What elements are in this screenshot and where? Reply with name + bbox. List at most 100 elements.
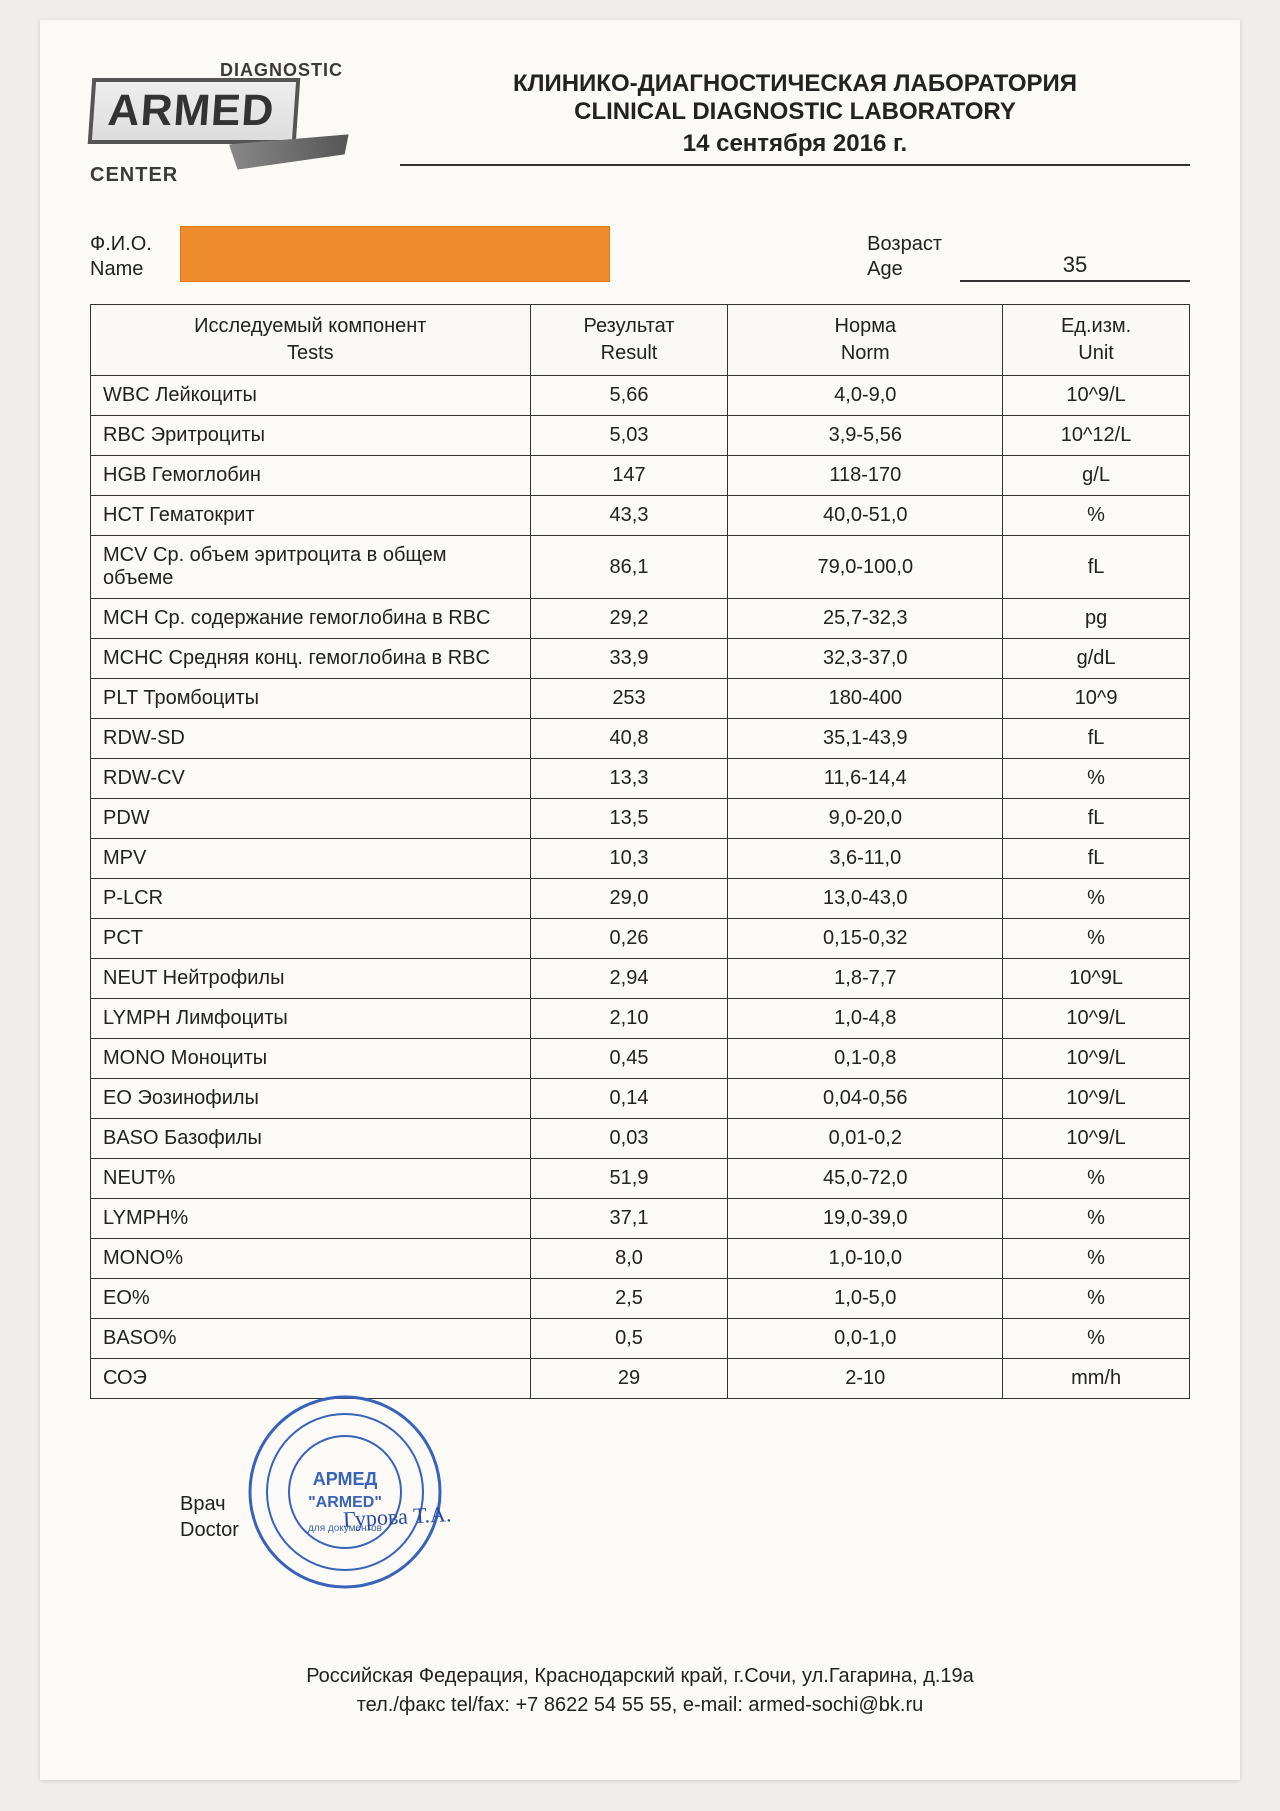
cell-result: 0,14 [530,1079,728,1119]
title-line-en: CLINICAL DIAGNOSTIC LABORATORY [400,98,1190,126]
cell-norm: 32,3-37,0 [728,639,1003,679]
cell-test: EO% [91,1279,531,1319]
cell-test: PCT [91,919,531,959]
cell-result: 10,3 [530,839,728,879]
footer: Российская Федерация, Краснодарский край… [40,1662,1240,1720]
cell-result: 0,26 [530,919,728,959]
cell-norm: 25,7-32,3 [728,599,1003,639]
cell-norm: 118-170 [728,456,1003,496]
cell-unit: % [1003,1319,1190,1359]
cell-norm: 4,0-9,0 [728,376,1003,416]
cell-norm: 1,0-5,0 [728,1279,1003,1319]
cell-result: 5,03 [530,416,728,456]
cell-test: MCHC Средняя конц. гемоглобина в RBC [91,639,531,679]
cell-unit: % [1003,496,1190,536]
cell-unit: fL [1003,719,1190,759]
col-header-unit: Ед.изм. Unit [1003,305,1190,376]
table-row: MONO%8,01,0-10,0% [91,1239,1190,1279]
cell-unit: 10^9 [1003,679,1190,719]
cell-test: MONO% [91,1239,531,1279]
cell-result: 33,9 [530,639,728,679]
cell-unit: % [1003,879,1190,919]
cell-result: 29 [530,1359,728,1399]
report-date: 14 сентября 2016 г. [400,130,1190,158]
table-row: LYMPH%37,119,0-39,0% [91,1199,1190,1239]
table-row: PDW13,59,0-20,0fL [91,799,1190,839]
table-row: NEUT%51,945,0-72,0% [91,1159,1190,1199]
cell-norm: 2-10 [728,1359,1003,1399]
stamp-icon: АРМЕД "ARMED" для документов [240,1387,450,1597]
table-row: PCT0,260,15-0,32% [91,919,1190,959]
cell-test: WBC Лейкоциты [91,376,531,416]
cell-unit: 10^9/L [1003,999,1190,1039]
cell-result: 2,10 [530,999,728,1039]
col-header-test: Исследуемый компонент Tests [91,305,531,376]
cell-unit: g/dL [1003,639,1190,679]
cell-test: MCV Ср. объем эритроцита в общем объеме [91,536,531,599]
footer-address: Российская Федерация, Краснодарский край… [40,1662,1240,1691]
logo: DIAGNOSTIC ARMED CENTER [90,60,370,200]
doctor-row: Врач Doctor Гурова Т.А. АРМЕД "ARMED" дл… [90,1417,1190,1617]
table-header-row: Исследуемый компонент Tests Результат Re… [91,305,1190,376]
title-underline [400,164,1190,166]
cell-test: NEUT% [91,1159,531,1199]
cell-unit: mm/h [1003,1359,1190,1399]
cell-result: 5,66 [530,376,728,416]
cell-test: HGB Гемоглобин [91,456,531,496]
cell-unit: % [1003,1159,1190,1199]
cell-result: 37,1 [530,1199,728,1239]
cell-result: 2,5 [530,1279,728,1319]
cell-result: 8,0 [530,1239,728,1279]
doctor-label: Врач Doctor [180,1491,239,1543]
cell-unit: % [1003,919,1190,959]
cell-unit: 10^9/L [1003,1039,1190,1079]
cell-result: 29,0 [530,879,728,919]
cell-unit: 10^9/L [1003,376,1190,416]
col-header-norm: Норма Norm [728,305,1003,376]
cell-norm: 0,0-1,0 [728,1319,1003,1359]
table-row: RDW-SD40,835,1-43,9fL [91,719,1190,759]
cell-norm: 79,0-100,0 [728,536,1003,599]
logo-main-text: ARMED [88,78,301,144]
cell-norm: 1,0-10,0 [728,1239,1003,1279]
cell-norm: 0,01-0,2 [728,1119,1003,1159]
results-table: Исследуемый компонент Tests Результат Re… [90,304,1190,1399]
cell-result: 0,5 [530,1319,728,1359]
cell-result: 0,03 [530,1119,728,1159]
cell-test: PLT Тромбоциты [91,679,531,719]
table-row: EO Эозинофилы0,140,04-0,5610^9/L [91,1079,1190,1119]
cell-unit: 10^12/L [1003,416,1190,456]
cell-test: LYMPH% [91,1199,531,1239]
cell-norm: 45,0-72,0 [728,1159,1003,1199]
cell-result: 43,3 [530,496,728,536]
cell-unit: fL [1003,839,1190,879]
title-block: КЛИНИКО-ДИАГНОСТИЧЕСКАЯ ЛАБОРАТОРИЯ CLIN… [400,60,1190,166]
cell-result: 40,8 [530,719,728,759]
cell-test: P-LCR [91,879,531,919]
cell-unit: fL [1003,799,1190,839]
cell-norm: 180-400 [728,679,1003,719]
table-row: PLT Тромбоциты253180-40010^9 [91,679,1190,719]
cell-norm: 1,8-7,7 [728,959,1003,999]
cell-test: MONO Моноциты [91,1039,531,1079]
lab-report-page: DIAGNOSTIC ARMED CENTER КЛИНИКО-ДИАГНОСТ… [40,20,1240,1780]
cell-norm: 19,0-39,0 [728,1199,1003,1239]
age-block: Возраст Age 35 [867,232,1190,282]
table-row: WBC Лейкоциты5,664,0-9,010^9/L [91,376,1190,416]
cell-test: RDW-SD [91,719,531,759]
cell-unit: 10^9/L [1003,1079,1190,1119]
cell-unit: pg [1003,599,1190,639]
cell-unit: % [1003,1279,1190,1319]
cell-result: 29,2 [530,599,728,639]
stamp-text-1: АРМЕД [313,1469,378,1489]
col-header-result: Результат Result [530,305,728,376]
cell-norm: 3,9-5,56 [728,416,1003,456]
cell-norm: 13,0-43,0 [728,879,1003,919]
table-row: BASO%0,50,0-1,0% [91,1319,1190,1359]
cell-norm: 9,0-20,0 [728,799,1003,839]
cell-test: BASO Базофилы [91,1119,531,1159]
cell-norm: 40,0-51,0 [728,496,1003,536]
cell-result: 0,45 [530,1039,728,1079]
table-row: RDW-CV13,311,6-14,4% [91,759,1190,799]
table-row: MCV Ср. объем эритроцита в общем объеме8… [91,536,1190,599]
